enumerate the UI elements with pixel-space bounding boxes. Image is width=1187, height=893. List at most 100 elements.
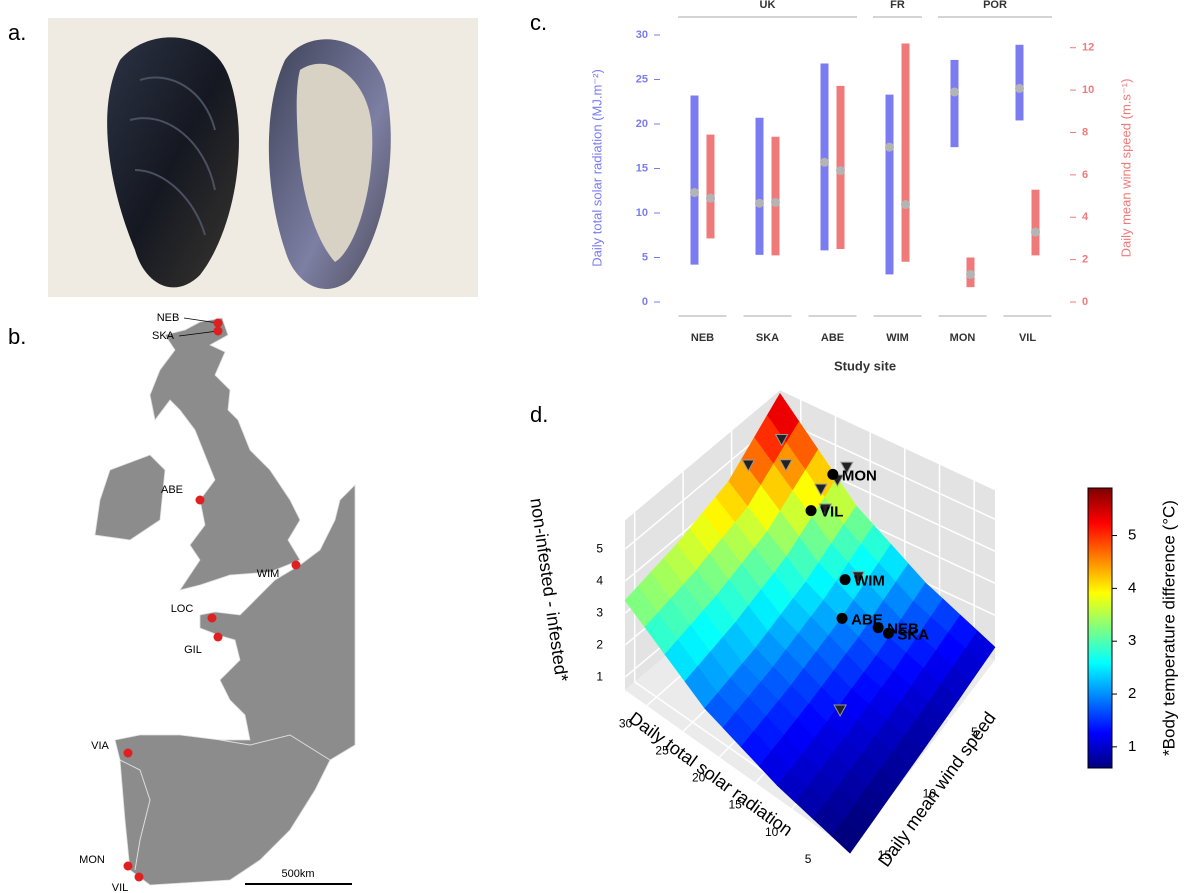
y2-tick-label: 8 (1082, 126, 1088, 138)
site-marker (291, 560, 301, 570)
y2-tick-label: 6 (1082, 169, 1088, 181)
z-axis-title: non-infested - infested* (526, 497, 572, 683)
mean-marker (966, 269, 975, 279)
y2-tick-label: 2 (1082, 254, 1088, 266)
y-tick-label: 10 (923, 786, 937, 800)
triangle-point (851, 571, 866, 584)
mean-marker (950, 87, 959, 97)
point-label: SKA (897, 626, 929, 643)
colorbar-title: *Body temperature difference (°C) (1159, 500, 1178, 756)
y-tick-label: 30 (636, 29, 648, 41)
site-point (882, 627, 894, 639)
leader-line (178, 330, 219, 337)
range-bar (901, 43, 910, 262)
site-label: SKA (152, 330, 175, 342)
z-tick-label: 1 (596, 669, 603, 683)
range-bar (771, 136, 780, 256)
colorbar (1087, 487, 1113, 769)
point-label: NEB (887, 621, 919, 638)
panel-label: a. (8, 20, 26, 45)
range-bar (950, 59, 959, 148)
y-tick-label: 5 (971, 725, 978, 739)
mean-marker (885, 142, 894, 152)
scale-label: 500km (281, 868, 314, 880)
colorbar-tick-label: 5 (1128, 527, 1136, 544)
range-bar (690, 95, 699, 265)
range-bar (755, 117, 764, 255)
site-marker (195, 495, 205, 505)
y2-axis-title: Daily mean wind speed (m.s⁻¹) (1118, 79, 1133, 258)
x-tick-label: NEB (691, 332, 714, 344)
mean-marker (836, 166, 845, 176)
range-chart: 0 5 10 15 20 25 30 0 2 4 6 8 10 12 Daily total solar r… (589, 0, 1133, 373)
y2-tick-label: 0 (1082, 296, 1088, 308)
y-axis-title: Daily total solar radiation (MJ.m⁻²) (589, 69, 604, 267)
panel-label: c. (530, 10, 547, 35)
triangle-point (774, 434, 789, 447)
land (114, 484, 356, 886)
triangle-point (741, 459, 756, 473)
panel-label: d. (530, 402, 548, 427)
triangle-point (814, 483, 828, 497)
y-tick-label: 10 (636, 207, 648, 219)
group-label: FR (890, 0, 905, 11)
triangle-point (779, 459, 793, 472)
point-label: WIM (854, 573, 885, 590)
x-tick-label: 15 (728, 798, 742, 812)
y-tick-label: 20 (636, 118, 648, 130)
site-marker (213, 632, 223, 642)
site-point (805, 505, 817, 517)
site-marker (207, 613, 217, 623)
land (149, 317, 301, 591)
site-marker (213, 326, 223, 336)
range-bar (706, 134, 715, 239)
x-tick-label: ABE (821, 332, 844, 344)
triangle-point (839, 461, 854, 475)
x-tick-label: 25 (655, 743, 669, 757)
x-tick-label: 20 (692, 771, 706, 785)
mean-marker (1015, 83, 1024, 93)
z-tick-label: 2 (596, 637, 603, 651)
site-label: VIA (91, 740, 109, 752)
colorbar-tick-label: 3 (1128, 632, 1136, 649)
range-bar (885, 94, 894, 275)
triangle-point (818, 503, 833, 517)
z-tick-label: 4 (596, 573, 603, 587)
site-label: GIL (184, 644, 202, 656)
colorbar-tick-label: 2 (1128, 685, 1136, 702)
mean-marker (901, 200, 910, 210)
colorbar-tick-label: 1 (1128, 738, 1136, 755)
site-point (839, 574, 851, 586)
y-tick-label: 5 (642, 251, 648, 263)
site-label: WIM (257, 568, 280, 580)
site-marker (123, 861, 133, 871)
y2-tick-label: 4 (1082, 211, 1089, 223)
infestation-patch (296, 63, 373, 262)
photo (48, 18, 478, 297)
site-marker (134, 872, 144, 882)
site-marker (123, 748, 133, 758)
y-tick-label: 15 (636, 162, 648, 174)
site-point (836, 612, 848, 624)
y2-tick-label: 12 (1082, 42, 1094, 54)
site-label: VIL (112, 882, 129, 893)
border (119, 734, 331, 871)
site-label: LOC (171, 603, 194, 615)
site-marker (213, 318, 223, 328)
mean-marker (706, 193, 715, 203)
colorbar-tick-label: 4 (1128, 579, 1136, 596)
site-label: MON (79, 854, 105, 866)
land (94, 454, 166, 541)
mean-marker (1031, 227, 1040, 237)
range-bar (1015, 44, 1024, 121)
surface-chart: 123455101520253051015MONVILWIMNEBSKAABED… (526, 390, 1178, 870)
site-label: ABE (161, 484, 183, 496)
range-bar (820, 63, 829, 251)
x-tick-label: 30 (619, 716, 633, 730)
y-tick-label: 25 (636, 73, 648, 85)
point-label: MON (842, 467, 877, 484)
mean-marker (690, 188, 699, 198)
group-label: UK (760, 0, 776, 11)
triangle-point (833, 704, 847, 718)
